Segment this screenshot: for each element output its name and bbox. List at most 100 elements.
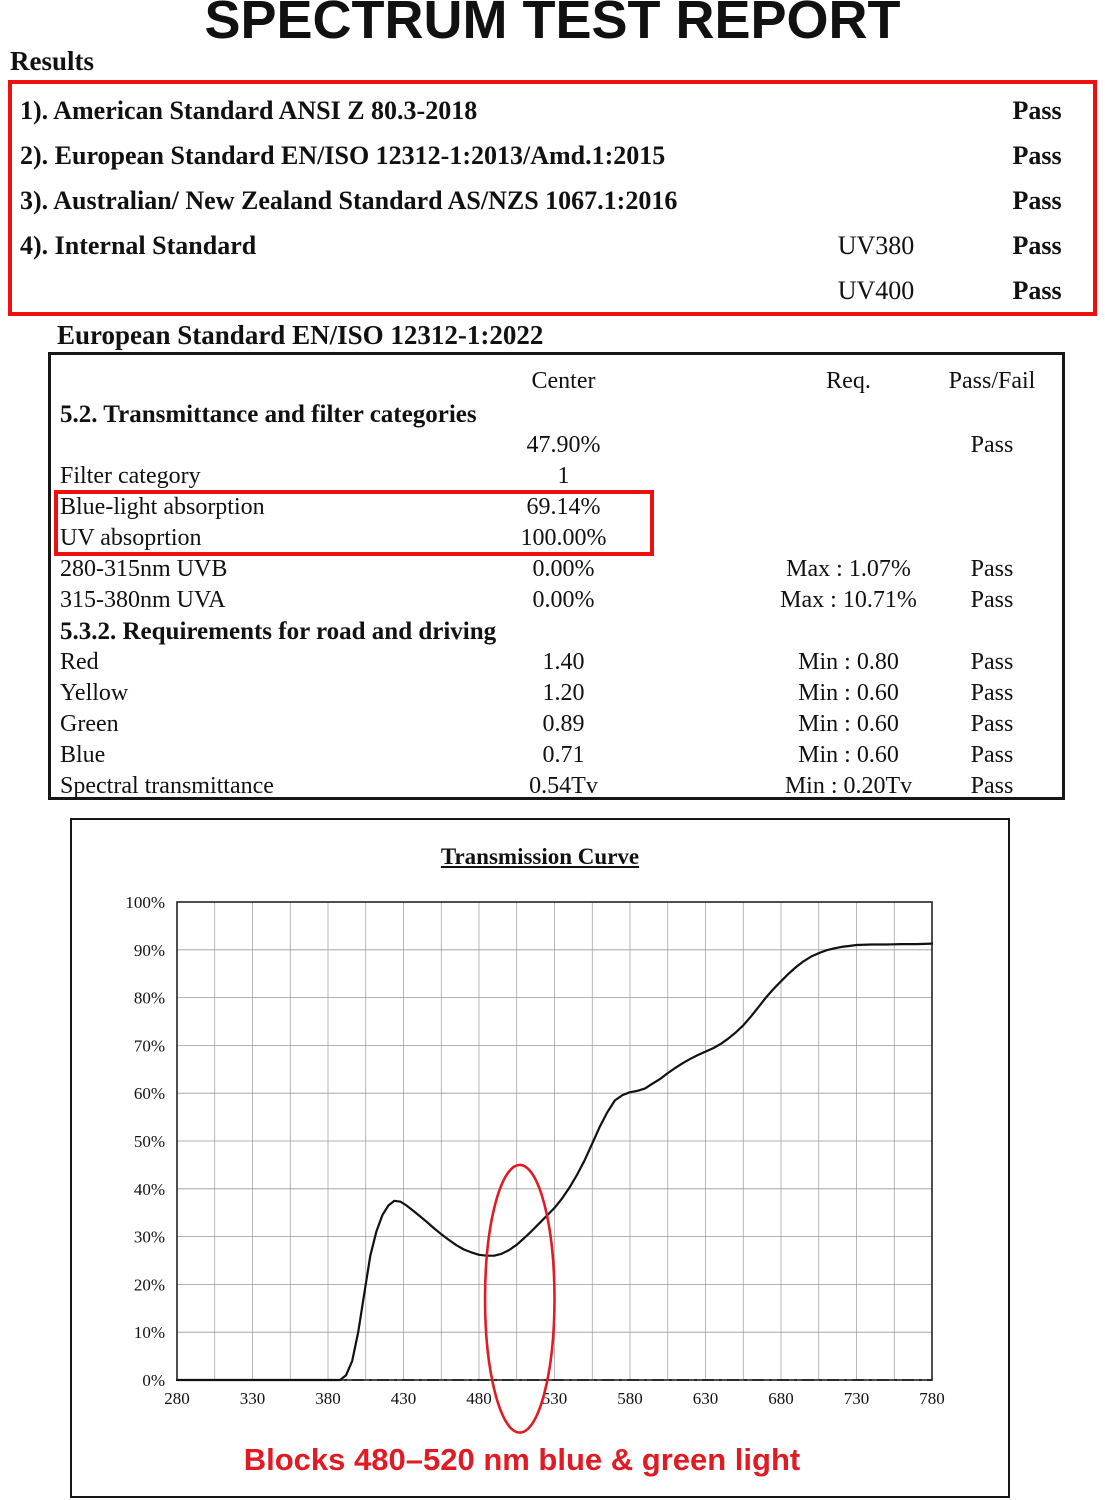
row-center-value: 1.40 [542,649,585,675]
results-item-status: Pass [1012,230,1062,260]
row-label: Spectral transmittance [60,773,274,799]
results-box: 1). American Standard ANSI Z 80.3-2018 Pa… [8,80,1097,316]
table-row: 5.2. Transmittance and filter categories [51,399,1062,430]
table-row: Green 0.89 Min : 0.60 Pass [51,709,1062,740]
row-requirement: Max : 10.71% [780,587,917,613]
row-center-value: 0.71 [542,742,585,768]
row-center-value: 47.90% [526,432,601,458]
y-tick-label: 100% [125,893,165,912]
table-rows: 5.2. Transmittance and filter categories… [51,399,1062,802]
row-center-value: 1.20 [542,680,585,706]
table-row: 315-380nm UVA 0.00% Max : 10.71% Pass [51,585,1062,616]
row-requirement: Max : 1.07% [786,556,911,582]
header-center: Center [531,367,596,394]
results-row: 3). Australian/ New Zealand Standard AS/… [20,178,1093,223]
y-tick-label: 70% [134,1036,165,1055]
row-requirement: Min : 0.20Tv [784,773,913,799]
row-label: Red [60,649,99,675]
y-tick-label: 40% [134,1180,165,1199]
row-status: Pass [970,556,1014,582]
x-tick-label: 730 [844,1389,870,1408]
y-tick-label: 10% [134,1323,165,1342]
row-center-value: 0.54Tv [529,773,598,799]
table-row: Yellow 1.20 Min : 0.60 Pass [51,678,1062,709]
results-item-label: 3). Australian/ New Zealand Standard AS/… [20,185,678,215]
x-tick-label: 580 [617,1389,643,1408]
x-tick-label: 780 [919,1389,945,1408]
table-heading: European Standard EN/ISO 12312-1:2022 [57,320,544,350]
table-row: Blue 0.71 Min : 0.60 Pass [51,740,1062,771]
results-rows: 1). American Standard ANSI Z 80.3-2018 Pa… [20,88,1093,313]
row-label: Blue-light absorption [60,494,265,520]
row-center-value: 0.00% [532,556,595,582]
x-tick-label: 330 [240,1389,266,1408]
row-label: UV absoprtion [60,525,202,551]
header-passfail: Pass/Fail [948,367,1036,394]
results-item-label: 1). American Standard ANSI Z 80.3-2018 [20,95,478,125]
row-center-value: 69.14% [526,494,601,520]
table-row: 280-315nm UVB 0.00% Max : 1.07% Pass [51,554,1062,585]
results-item-status: Pass [1012,140,1062,170]
x-tick-label: 680 [768,1389,794,1408]
row-requirement: Min : 0.60 [798,742,899,768]
row-center-value: 0.89 [542,711,585,737]
table-header-row: Center Req. Pass/Fail [51,363,1062,399]
row-requirement: Min : 0.60 [798,711,899,737]
row-status: Pass [970,649,1014,675]
transmission-curve-chart: 0% 10% 20% 30% 40% 50% 60% 70% 80% 90% 100% 280 330 3… [125,893,945,1434]
row-status: Pass [970,711,1014,737]
table-row: Blue-light absorption 69.14% [51,492,1062,523]
row-label: 5.3.2. Requirements for road and driving [60,617,497,645]
row-requirement: Min : 0.80 [798,649,899,675]
row-label: 315-380nm UVA [60,587,226,613]
results-item-label: 2). European Standard EN/ISO 12312-1:201… [20,140,666,170]
row-label: Yellow [60,680,129,706]
results-row: UV400 Pass [20,268,1093,313]
table-row: Spectral transmittance 0.54Tv Min : 0.20Tv… [51,771,1062,802]
row-requirement: Min : 0.60 [798,680,899,706]
table-row: 47.90% Pass [51,430,1062,461]
results-row: 1). American Standard ANSI Z 80.3-2018 Pa… [20,88,1093,133]
row-status: Pass [970,587,1014,613]
report-title: SPECTRUM TEST REPORT [204,0,901,50]
y-tick-label: 20% [134,1275,165,1294]
row-status: Pass [970,773,1014,799]
table-row: 5.3.2. Requirements for road and driving [51,616,1062,647]
table-row: Red 1.40 Min : 0.80 Pass [51,647,1062,678]
results-item-status: Pass [1012,95,1062,125]
row-center-value: 0.00% [532,587,595,613]
results-item-label: 4). Internal Standard [20,230,257,260]
row-status: Pass [970,432,1014,458]
x-tick-label: 530 [542,1389,568,1408]
row-center-value: 1 [557,463,570,489]
x-tick-label: 430 [391,1389,417,1408]
results-row: 4). Internal Standard UV380 Pass [20,223,1093,268]
standards-table: Center Req. Pass/Fail 5.2. Transmittance… [48,352,1065,800]
chart-container: Transmission Curve 0% 10% 20% 30% 40% 50% 60% 7… [70,818,1010,1498]
x-tick-label: 480 [466,1389,492,1408]
results-item-status: Pass [1012,275,1062,305]
row-label: 280-315nm UVB [60,556,228,582]
x-tick-label: 630 [693,1389,719,1408]
x-tick-label: 380 [315,1389,341,1408]
y-tick-label: 30% [134,1228,165,1247]
row-label: Blue [60,742,106,768]
table-row: Filter category 1 [51,461,1062,492]
row-label: Green [60,711,119,737]
row-status: Pass [970,742,1014,768]
x-tick-label: 280 [164,1389,190,1408]
highlight-ellipse [483,1163,556,1434]
results-item-status: Pass [1012,185,1062,215]
row-label: 5.2. Transmittance and filter categories [60,400,477,428]
y-tick-label: 50% [134,1132,165,1151]
results-heading: Results [10,46,95,76]
row-label: Filter category [60,463,201,489]
chart-annotation-text: Blocks 480–520 nm blue & green light [243,1442,801,1477]
y-tick-label: 80% [134,989,165,1008]
row-center-value: 100.00% [520,525,607,551]
series-transmission [175,942,934,1382]
y-tick-label: 60% [134,1084,165,1103]
row-status: Pass [970,680,1014,706]
results-item-sub: UV400 [837,275,915,305]
